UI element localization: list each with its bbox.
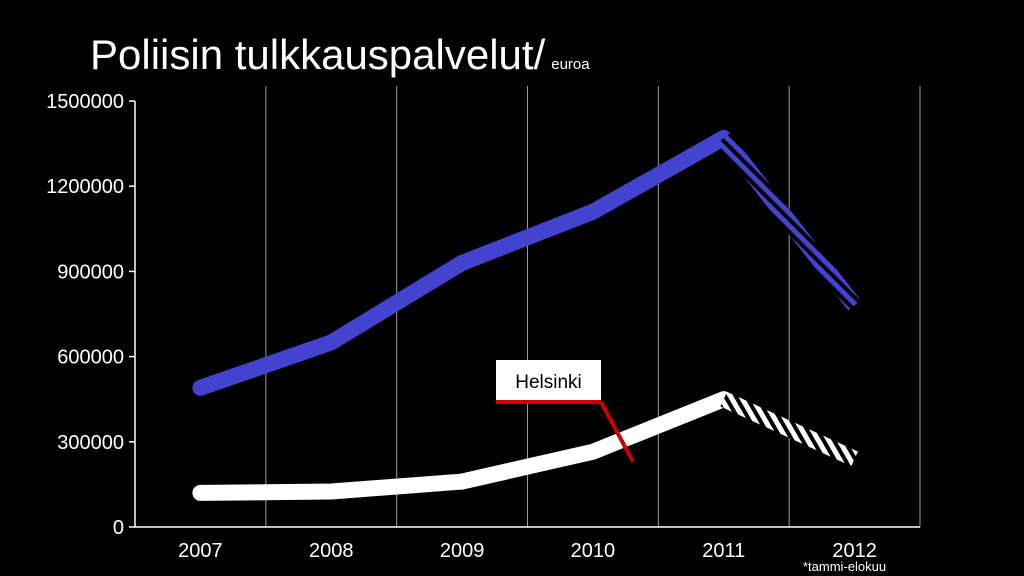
x-tick-label: 2011	[702, 540, 745, 562]
annotations: Helsinki	[496, 360, 635, 463]
y-tick-label: 0	[113, 517, 124, 539]
footnote: *tammi-elokuu	[803, 559, 887, 574]
x-tick-label: 2008	[309, 540, 354, 562]
y-tick-labels: 0 300000 600000 900000 1200000 1500000	[46, 91, 135, 539]
y-tick-label: 1500000	[46, 91, 124, 113]
annotation-callout: Helsinki	[496, 360, 635, 463]
y-tick-label: 900000	[57, 261, 124, 283]
series-line-projection	[720, 391, 858, 467]
series-lines	[192, 129, 861, 501]
title-text: Poliisin tulkkauspalvelut/	[90, 31, 546, 78]
callout-leader	[599, 401, 635, 463]
x-tick-labels: 2007 2008 2009 2010 2011 2012	[178, 540, 877, 562]
x-tick-label: 2007	[178, 540, 223, 562]
axes	[134, 101, 920, 528]
callout-box	[496, 360, 601, 402]
x-tick-label: 2012	[832, 540, 877, 562]
gridlines	[265, 86, 921, 527]
y-tick-label: 300000	[57, 432, 124, 454]
series-line	[192, 129, 732, 396]
title-unit: euroa	[551, 56, 590, 73]
callout-label: Helsinki	[515, 372, 582, 393]
y-tick-label: 1200000	[46, 176, 124, 198]
series-line	[192, 391, 732, 501]
slide-title: Poliisin tulkkauspalvelut/euroa	[90, 30, 590, 80]
x-tick-label: 2010	[571, 540, 616, 562]
y-tick-label: 600000	[57, 347, 124, 369]
x-tick-label: 2009	[440, 540, 485, 562]
series-line-projection	[717, 132, 861, 311]
